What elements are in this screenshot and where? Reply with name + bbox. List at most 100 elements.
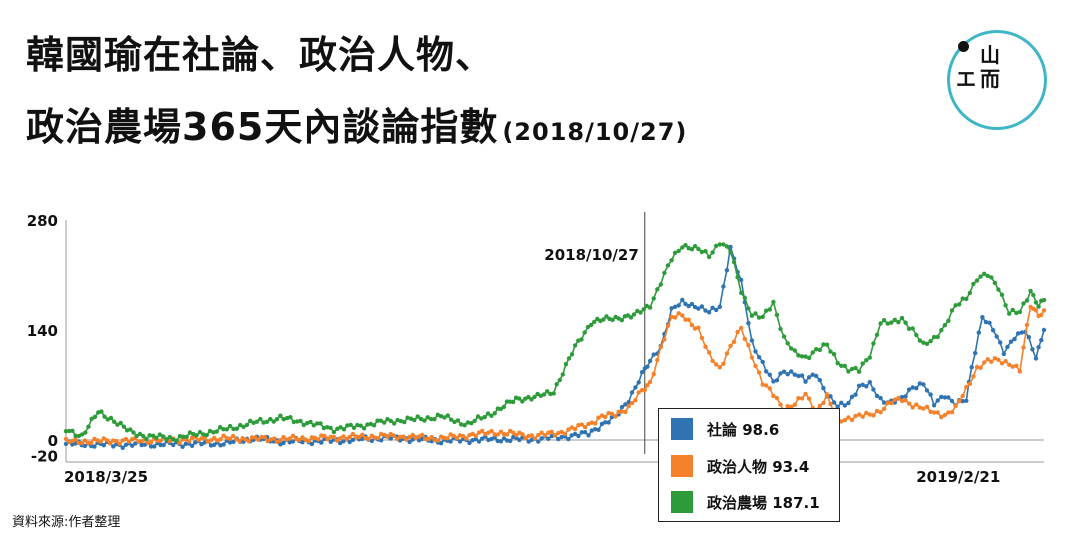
series-point bbox=[99, 409, 104, 414]
series-point bbox=[980, 315, 985, 320]
series-point bbox=[261, 420, 266, 425]
series-point bbox=[328, 439, 333, 444]
series-point bbox=[629, 400, 635, 406]
series-point bbox=[683, 301, 688, 307]
series-point bbox=[191, 431, 196, 437]
series-point bbox=[842, 363, 847, 369]
series-point bbox=[1021, 301, 1026, 306]
series-point bbox=[676, 248, 681, 254]
series-point bbox=[582, 330, 587, 335]
series-point bbox=[150, 433, 156, 438]
series-point bbox=[572, 431, 578, 437]
series-point bbox=[881, 406, 887, 411]
series-point bbox=[391, 433, 396, 438]
series-point bbox=[542, 433, 548, 438]
series-point bbox=[1007, 311, 1012, 316]
series-point bbox=[957, 302, 962, 307]
series-point bbox=[939, 414, 944, 420]
series-point bbox=[347, 439, 352, 445]
series-point bbox=[996, 287, 1001, 292]
series-point bbox=[814, 373, 819, 379]
series-point bbox=[942, 412, 948, 418]
series-point bbox=[579, 337, 584, 342]
series-point bbox=[896, 395, 901, 401]
series-point bbox=[696, 246, 701, 252]
series-point bbox=[658, 344, 663, 350]
series-point bbox=[796, 373, 801, 379]
series-point bbox=[914, 402, 919, 407]
series-point bbox=[134, 433, 139, 439]
series-point bbox=[796, 396, 801, 401]
data-source-note: 資料來源:作者整理 bbox=[12, 515, 121, 530]
series-point bbox=[412, 417, 417, 423]
series-point bbox=[680, 245, 685, 250]
series-point bbox=[789, 369, 794, 374]
series-point bbox=[942, 395, 948, 400]
series-point bbox=[817, 347, 822, 353]
series-point bbox=[123, 436, 129, 442]
series-point bbox=[914, 332, 919, 338]
series-point bbox=[180, 444, 185, 449]
chart-labels: 280 140 0-20 2018/3/25 2019/2/21 2018/10/27 bbox=[27, 212, 1001, 486]
series-point bbox=[983, 319, 989, 325]
series-point bbox=[429, 434, 434, 440]
series-point bbox=[906, 387, 912, 392]
series-point bbox=[914, 386, 919, 391]
series-point bbox=[864, 410, 869, 416]
series-point bbox=[118, 420, 123, 426]
series-point bbox=[731, 259, 737, 265]
series-point bbox=[680, 297, 685, 303]
series-point bbox=[572, 426, 578, 432]
series-point bbox=[341, 427, 347, 432]
series-point bbox=[275, 439, 280, 445]
series-point bbox=[1041, 297, 1047, 303]
series-point bbox=[717, 304, 722, 309]
y-tick-label: 280 bbox=[27, 212, 58, 230]
series-point bbox=[278, 413, 283, 418]
series-point bbox=[771, 393, 776, 399]
series-point bbox=[982, 360, 987, 365]
series-point bbox=[144, 436, 149, 442]
series-point bbox=[473, 436, 478, 442]
series-point bbox=[392, 421, 397, 426]
series-point bbox=[305, 420, 310, 426]
series-point bbox=[764, 308, 769, 313]
series-point bbox=[148, 440, 154, 445]
series-point bbox=[287, 436, 292, 441]
series-point bbox=[281, 417, 286, 422]
series-point bbox=[318, 421, 323, 426]
series-point bbox=[351, 425, 357, 430]
series-point bbox=[586, 421, 591, 427]
series-point bbox=[475, 414, 481, 419]
series-point bbox=[676, 311, 681, 316]
series-point bbox=[539, 436, 544, 441]
series-point bbox=[82, 443, 88, 449]
series-point bbox=[764, 383, 769, 388]
series-point bbox=[967, 381, 973, 386]
series-point bbox=[397, 434, 403, 439]
series-point bbox=[899, 398, 905, 404]
series-point bbox=[238, 422, 243, 428]
series-point bbox=[910, 326, 915, 331]
series-point bbox=[157, 432, 162, 437]
series-point bbox=[89, 416, 94, 421]
series-point bbox=[998, 340, 1003, 345]
annotation-label: 2018/10/27 bbox=[544, 246, 638, 264]
series-point bbox=[629, 390, 635, 395]
series-point bbox=[112, 419, 117, 424]
series-point bbox=[184, 434, 189, 440]
series-point bbox=[728, 250, 733, 255]
series-point bbox=[375, 418, 380, 423]
series-point bbox=[420, 432, 425, 438]
series-point bbox=[171, 442, 176, 448]
series-point bbox=[871, 387, 876, 392]
series-point bbox=[828, 349, 833, 354]
series-point bbox=[563, 362, 569, 367]
series-point bbox=[63, 429, 69, 434]
series-point bbox=[1033, 356, 1039, 361]
chart-title-line-2-text: 政治農場365天內談論指數 bbox=[26, 105, 499, 149]
series-point bbox=[520, 432, 525, 437]
series-point bbox=[753, 311, 758, 316]
series-point bbox=[753, 349, 758, 354]
series-point bbox=[554, 382, 559, 387]
